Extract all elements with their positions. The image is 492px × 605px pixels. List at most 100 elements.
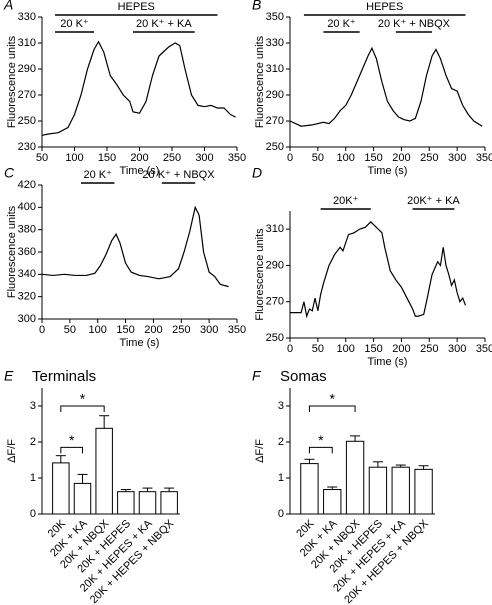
panel-title: Somas — [280, 368, 327, 385]
y-tick-label: 290 — [18, 63, 36, 75]
significance-label: * — [80, 391, 86, 407]
x-tick-label: 300 — [448, 152, 466, 164]
stimulus-label: 20 K⁺ + KA — [136, 18, 192, 30]
panel-letter: B — [252, 0, 261, 13]
y-tick-label: 360 — [18, 246, 36, 258]
y-tick-label: 330 — [18, 11, 36, 23]
trace-line — [290, 221, 467, 319]
bar — [323, 489, 342, 515]
y-tick-label: 270 — [18, 89, 36, 101]
x-axis-label: Time (s) — [368, 165, 408, 177]
y-tick-label: 2 — [278, 436, 284, 448]
y-tick-label: 300 — [18, 313, 36, 325]
stimulus-label: 20 K⁺ + NBQX — [378, 18, 451, 30]
x-tick-label: 300 — [448, 343, 466, 355]
y-tick-label: 340 — [18, 268, 36, 280]
significance-bracket — [60, 446, 83, 454]
y-tick-label: 400 — [18, 201, 36, 213]
x-tick-label: 250 — [420, 343, 438, 355]
x-tick-label: 200 — [392, 152, 410, 164]
x-tick-label: 50 — [64, 324, 76, 336]
y-tick-label: 290 — [266, 89, 284, 101]
significance-bracket — [308, 405, 356, 412]
panel-letter: A — [3, 0, 13, 13]
x-axis-label: Time (s) — [120, 165, 160, 177]
stimulus-label: HEPES — [118, 1, 155, 13]
x-tick-label: 350 — [476, 343, 492, 355]
y-tick-label: 3 — [30, 400, 36, 412]
y-tick-label: 380 — [18, 224, 36, 236]
x-tick-label: 50 — [312, 152, 324, 164]
y-tick-label: 0 — [278, 508, 284, 520]
x-tick-label: 250 — [172, 324, 190, 336]
x-tick-label: 0 — [39, 324, 45, 336]
significance-bracket — [60, 405, 105, 412]
x-tick-label: 250 — [163, 152, 181, 164]
y-tick-label: 3 — [278, 400, 284, 412]
panel-title: Terminals — [32, 368, 96, 385]
bar — [368, 466, 388, 515]
x-tick-label: 100 — [337, 152, 355, 164]
x-tick-label: 0 — [287, 343, 293, 355]
y-tick-label: 270 — [266, 115, 284, 127]
y-axis-label: Fluorescence units — [6, 205, 18, 298]
y-axis-label: Fluorescence units — [254, 35, 266, 128]
x-tick-label: 0 — [287, 152, 293, 164]
bar — [160, 491, 178, 515]
stimulus-label: 20 K⁺ — [83, 169, 112, 181]
y-tick-label: 310 — [266, 63, 284, 75]
x-tick-label: 150 — [98, 152, 116, 164]
bar — [345, 440, 365, 515]
x-axis-label: Time (s) — [368, 356, 408, 368]
stimulus-label: HEPES — [366, 1, 403, 13]
y-tick-label: 350 — [266, 11, 284, 23]
x-tick-label: 100 — [337, 343, 355, 355]
panel-letter: F — [252, 368, 262, 384]
bar — [117, 491, 135, 515]
x-tick-label: 250 — [420, 152, 438, 164]
y-tick-label: 250 — [266, 141, 284, 153]
panel-letter: E — [4, 368, 14, 384]
stimulus-label: 20 K⁺ + NBQX — [142, 169, 215, 181]
y-tick-label: 270 — [266, 296, 284, 308]
y-axis-label: Fluorescence units — [254, 228, 266, 321]
significance-bracket — [308, 446, 333, 454]
x-tick-label: 300 — [195, 152, 213, 164]
y-axis-label: Fluorescence units — [6, 35, 18, 128]
bar — [138, 491, 157, 515]
x-tick-label: 150 — [116, 324, 134, 336]
y-tick-label: 250 — [18, 115, 36, 127]
trace-line — [289, 46, 483, 127]
x-tick-label: 350 — [476, 152, 492, 164]
x-tick-label: 50 — [36, 152, 48, 164]
y-tick-label: 0 — [30, 508, 36, 520]
y-tick-label: 290 — [266, 259, 284, 271]
y-tick-label: 310 — [18, 37, 36, 49]
significance-label: * — [330, 391, 336, 407]
significance-label: * — [318, 432, 324, 448]
x-tick-label: 350 — [228, 152, 246, 164]
x-tick-label: 300 — [200, 324, 218, 336]
bar — [414, 468, 433, 515]
panel-letter: C — [4, 165, 15, 181]
bar — [391, 466, 410, 515]
stimulus-label: 20K⁺ + KA — [407, 195, 460, 207]
x-tick-label: 350 — [228, 324, 246, 336]
y-tick-label: 1 — [30, 472, 36, 484]
trace-line — [41, 40, 236, 136]
x-tick-label: 150 — [364, 343, 382, 355]
y-tick-label: 2 — [30, 436, 36, 448]
x-axis-label: Time (s) — [120, 337, 160, 349]
bar — [95, 427, 113, 515]
x-tick-label: 100 — [89, 324, 107, 336]
y-axis-label: ΔF/F — [254, 439, 266, 463]
y-axis-label: ΔF/F — [6, 439, 18, 463]
y-tick-label: 420 — [18, 179, 36, 191]
x-tick-label: 100 — [65, 152, 83, 164]
x-tick-label: 200 — [130, 152, 148, 164]
bar — [73, 482, 92, 515]
y-tick-label: 310 — [266, 223, 284, 235]
y-tick-label: 250 — [266, 332, 284, 344]
trace-line — [41, 205, 229, 288]
